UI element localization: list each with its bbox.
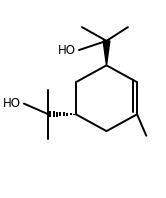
Text: HO: HO xyxy=(3,97,21,110)
Text: HO: HO xyxy=(58,44,76,57)
Polygon shape xyxy=(103,41,110,65)
